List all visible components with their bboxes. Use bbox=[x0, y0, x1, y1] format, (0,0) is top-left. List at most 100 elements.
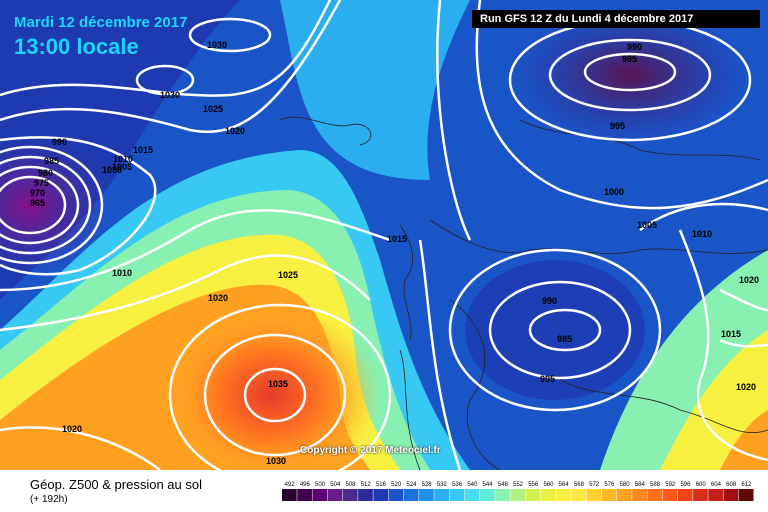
scale-label: 608 bbox=[726, 482, 737, 488]
scale-label: 560 bbox=[543, 482, 554, 488]
z500-band-east-orange bbox=[720, 410, 768, 470]
scale-label: 576 bbox=[604, 482, 615, 488]
run-info: Run GFS 12 Z du Lundi 4 décembre 2017 bbox=[472, 10, 760, 28]
scale-swatch bbox=[510, 489, 526, 501]
scale-swatch bbox=[297, 489, 312, 501]
scale-label: 504 bbox=[330, 482, 341, 488]
scale-swatch bbox=[723, 489, 739, 501]
isobar-label: 1020 bbox=[739, 275, 759, 285]
scale-label: 568 bbox=[574, 482, 585, 488]
scale-swatch bbox=[616, 489, 632, 501]
scale-label: 564 bbox=[559, 482, 570, 488]
isobar-label: 1005 bbox=[637, 220, 657, 230]
isobar-label: 1010 bbox=[692, 229, 712, 239]
scale-label: 600 bbox=[696, 482, 707, 488]
isobar-label: 1020 bbox=[208, 293, 228, 303]
isobar-label: 990 bbox=[52, 137, 67, 147]
isobar-label: 965 bbox=[30, 198, 45, 208]
isobar-label: 995 bbox=[540, 374, 555, 384]
scale-label: 556 bbox=[528, 482, 539, 488]
scale-swatch bbox=[403, 489, 419, 501]
scale-label: 592 bbox=[665, 482, 676, 488]
isobar-label: 1000 bbox=[604, 187, 624, 197]
scale-swatch bbox=[449, 489, 465, 501]
isobars bbox=[0, 0, 768, 470]
isobar-label: 1010 bbox=[112, 268, 132, 278]
scale-swatch bbox=[312, 489, 328, 501]
isobar-label: 1020 bbox=[62, 424, 82, 434]
scale-swatch bbox=[556, 489, 571, 501]
scale-label: 604 bbox=[711, 482, 722, 488]
isobar-label: 975 bbox=[34, 178, 49, 188]
copyright: Copyright © 2017 Meteociel.fr bbox=[300, 445, 441, 456]
isobar-label: 985 bbox=[557, 334, 572, 344]
scale-swatch bbox=[662, 489, 678, 501]
scale-swatch bbox=[419, 489, 434, 501]
scale-label: 512 bbox=[361, 482, 372, 488]
scale-swatch bbox=[388, 489, 404, 501]
isobar-label: 1025 bbox=[203, 104, 223, 114]
isobar-label: 990 bbox=[627, 42, 642, 52]
scale-label: 584 bbox=[635, 482, 646, 488]
scale-swatch bbox=[632, 489, 647, 501]
scale-swatch bbox=[647, 489, 663, 501]
isobar-label: 1005 bbox=[112, 162, 132, 172]
isobar-label: 985 bbox=[622, 54, 637, 64]
isobar-labels: 1030 1030 1025 1020 1015 990 985 980 975… bbox=[30, 40, 759, 466]
low-north bbox=[510, 5, 750, 145]
scale-swatch bbox=[571, 489, 587, 501]
legend-title: Géop. Z500 & pression au sol bbox=[30, 477, 202, 492]
scale-swatch bbox=[282, 489, 297, 501]
scale-swatch bbox=[677, 489, 693, 501]
isobar-label: 985 bbox=[44, 156, 59, 166]
scale-label: 496 bbox=[300, 482, 311, 488]
isobar-label: 990 bbox=[542, 296, 557, 306]
isobar-label: 1020 bbox=[736, 382, 756, 392]
scale-swatch bbox=[738, 489, 754, 501]
isobar-label: 1015 bbox=[721, 329, 741, 339]
isobar-label: 970 bbox=[30, 188, 45, 198]
legend-subtitle: (+ 192h) bbox=[30, 494, 68, 505]
isobar-label: 1025 bbox=[278, 270, 298, 280]
isobar-label: 1030 bbox=[160, 90, 180, 100]
scale-swatch bbox=[586, 489, 602, 501]
scale-label: 572 bbox=[589, 482, 600, 488]
scale-label: 552 bbox=[513, 482, 524, 488]
scale-swatch bbox=[479, 489, 495, 501]
scale-swatch bbox=[327, 489, 343, 501]
isobar-label: 1030 bbox=[207, 40, 227, 50]
scale-swatch bbox=[434, 489, 449, 501]
isobar-label: 995 bbox=[610, 121, 625, 131]
weather-map: 1030 1030 1025 1020 1015 990 985 980 975… bbox=[0, 0, 768, 470]
isobar-label: 1020 bbox=[225, 126, 245, 136]
scale-swatch bbox=[358, 489, 373, 501]
scale-swatch bbox=[373, 489, 389, 501]
isobar-label: 1010 bbox=[113, 154, 133, 164]
scale-label: 612 bbox=[741, 482, 752, 488]
scale-swatch bbox=[601, 489, 617, 501]
isobar-label: 980 bbox=[38, 168, 53, 178]
scale-label: 596 bbox=[680, 482, 691, 488]
scale-swatch bbox=[693, 489, 708, 501]
isobar-label: 1000 bbox=[102, 165, 122, 175]
scale-label: 544 bbox=[483, 482, 494, 488]
scale-swatch bbox=[525, 489, 541, 501]
scale-label: 536 bbox=[452, 482, 463, 488]
scale-label: 548 bbox=[498, 482, 509, 488]
scale-label: 528 bbox=[422, 482, 433, 488]
forecast-date: Mardi 12 décembre 2017 bbox=[14, 14, 188, 31]
scale-label: 492 bbox=[285, 482, 296, 488]
z500-band-north-cyan bbox=[280, 0, 470, 180]
coastlines bbox=[279, 116, 768, 470]
scale-swatch bbox=[540, 489, 556, 501]
scale-label: 540 bbox=[467, 482, 478, 488]
scale-label: 500 bbox=[315, 482, 326, 488]
scale-swatch bbox=[342, 489, 358, 501]
low-west bbox=[0, 135, 110, 275]
scale-label: 520 bbox=[391, 482, 402, 488]
isobar-label: 1015 bbox=[133, 145, 153, 155]
scale-swatch bbox=[495, 489, 510, 501]
scale-label: 524 bbox=[406, 482, 417, 488]
color-scale: 492 496 500 504 508 512 516 520 524 528 532 536 540 5… bbox=[282, 482, 754, 501]
scale-swatch bbox=[708, 489, 724, 501]
